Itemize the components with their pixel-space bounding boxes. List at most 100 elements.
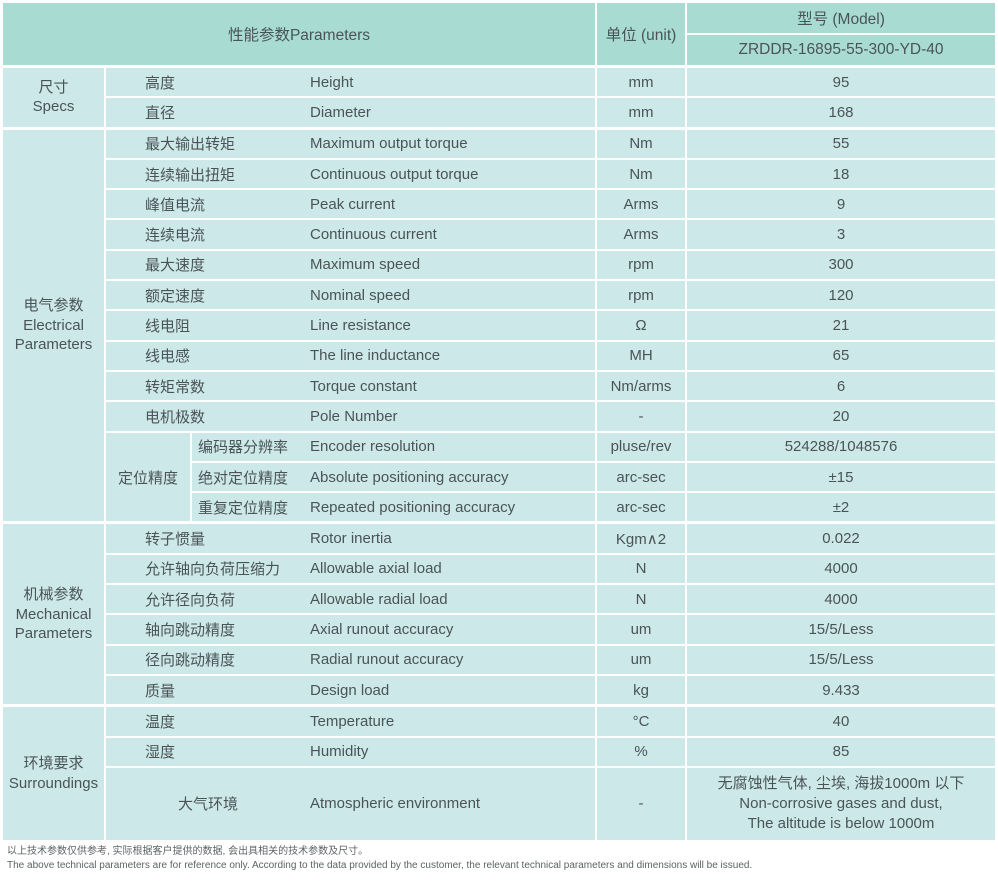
param-label-en: Line resistance [310,317,411,335]
table-row: 编码器分辨率 Encoder resolution pluse/rev 52428… [192,432,995,461]
param-label-en: Nominal speed [310,286,411,304]
unit-cell: um [597,645,685,674]
param-label-cn: 质量 [145,682,176,700]
param-cell: 峰值电流 Peak current [106,190,595,219]
param-label-en: Maximum speed [310,256,421,274]
unit-cell: arc-sec [597,493,685,522]
param-label-en: Allowable axial load [310,560,442,578]
table-row: 绝对定位精度 Absolute positioning accuracy arc-… [192,462,995,492]
param-label-cn: 轴向跳动精度 [145,621,236,639]
unit-cell: um [597,615,685,644]
value-cell: 168 [687,98,995,127]
param-cell: 转矩常数 Torque constant [106,371,595,401]
unit-cell: Ω [597,311,685,340]
section-label-cn: 机械参数 [23,586,84,604]
table-row: 线电感 The line inductance MH 65 [106,341,995,370]
table-row: 直径 Diameter mm 168 [106,98,995,127]
section-mechanical: 机械参数 Mechanical Parameters 转子惯量 Rotor ine… [3,524,995,705]
value-line-cn: 无腐蚀性气体, 尘埃, 海拔1000m 以下 [717,775,965,793]
unit-cell: - [597,402,685,431]
value-cell: 9.433 [687,675,995,705]
value-cell: 300 [687,250,995,280]
subgroup-label: 定位精度 [117,469,178,487]
section-label-en: Mechanical [15,605,92,623]
section-specs: 尺寸 Specs 高度 Height mm 95 直径 Diameter mm 16… [3,68,995,127]
value-cell: 85 [687,737,995,766]
unit-cell: mm [597,98,685,127]
model-header-label: 型号 (Model) [797,11,885,28]
param-label-en: Axial runout accuracy [310,620,454,638]
param-label-cn: 转矩常数 [145,378,206,396]
unit-cell: Nm/arms [597,371,685,401]
section-surroundings: 环境要求 Surroundings 温度 Temperature °C 40 湿度… [3,707,995,840]
section-mechanical-rows: 转子惯量 Rotor inertia Kgm∧2 0.022 允许轴向负荷压缩力 A… [106,524,995,705]
unit-cell: N [597,585,685,614]
section-surroundings-rows: 温度 Temperature °C 40 湿度 Humidity % 85 大气环境… [106,707,995,840]
param-label-en: Peak current [310,195,396,213]
section-label-en2: Parameters [14,625,93,643]
param-label-en: Absolute positioning accuracy [310,468,509,486]
param-cell: 线电感 The line inductance [106,341,595,370]
table-row: 连续输出扭矩 Continuous output torque Nm 18 [106,159,995,189]
param-label-en: Encoder resolution [310,438,436,456]
param-label-en: Repeated positioning accuracy [310,498,516,516]
parameters-header-label: 性能参数Parameters [227,27,371,44]
footer-note-cn: 以上技术参数仅供参考, 实际根据客户提供的数据, 会出具相关的技术参数及尺寸。 [7,845,369,857]
model-value: ZRDDR-16895-55-300-YD-40 [738,41,944,58]
param-cell: 编码器分辨率 Encoder resolution [192,432,595,461]
unit-cell: Kgm∧2 [597,524,685,553]
param-cell: 额定速度 Nominal speed [106,281,595,310]
table-row: 额定速度 Nominal speed rpm 120 [106,281,995,310]
table-row: 最大输出转矩 Maximum output torque Nm 55 [106,129,995,158]
value-cell: 120 [687,281,995,310]
unit-cell: °C [597,707,685,736]
table-row: 径向跳动精度 Radial runout accuracy um 15/5/Les… [106,645,995,674]
table-row: 允许径向负荷 Allowable radial load N 4000 [106,585,995,614]
table-row: 高度 Height mm 95 [106,68,995,97]
param-label-cn: 连续电流 [145,227,206,245]
param-cell: 允许轴向负荷压缩力 Allowable axial load [106,554,595,584]
table-row: 温度 Temperature °C 40 [106,707,995,736]
param-label-cn: 线电阻 [145,318,191,336]
unit-cell: kg [597,675,685,705]
section-electrical-label-cell: 电气参数 Electrical Parameters [3,129,104,522]
value-cell: 55 [687,129,995,158]
table-row: 重复定位精度 Repeated positioning accuracy arc-… [192,493,995,522]
param-cell: 直径 Diameter [106,98,595,127]
param-cell: 湿度 Humidity [106,737,595,766]
section-electrical-rows: 最大输出转矩 Maximum output torque Nm 55 连续输出扭矩… [106,129,995,522]
param-label-cn: 允许径向负荷 [145,591,236,609]
param-label-en: Continuous current [310,226,437,244]
param-cell: 重复定位精度 Repeated positioning accuracy [192,493,595,522]
param-label-en: Height [310,73,354,91]
section-mechanical-label-cell: 机械参数 Mechanical Parameters [3,524,104,705]
unit-cell: rpm [597,281,685,310]
section-specs-label-cell: 尺寸 Specs [3,68,104,127]
param-label-en: Humidity [310,743,369,761]
section-label-cn: 尺寸 [38,78,69,96]
param-label-en: Rotor inertia [310,530,392,548]
param-label-cn: 电机极数 [145,408,206,426]
param-cell: 电机极数 Pole Number [106,402,595,431]
value-line-en2: The altitude is below 1000m [747,814,935,832]
param-label-cn: 编码器分辨率 [198,439,289,457]
value-cell: 4000 [687,585,995,614]
param-label-en: Allowable radial load [310,590,448,608]
value-cell: 无腐蚀性气体, 尘埃, 海拔1000m 以下 Non-corrosive gas… [687,767,995,840]
model-header-column: 型号 (Model) ZRDDR-16895-55-300-YD-40 [687,3,995,65]
table-row: 电机极数 Pole Number - 20 [106,402,995,431]
table-row: 转子惯量 Rotor inertia Kgm∧2 0.022 [106,524,995,553]
param-label-cn: 连续输出扭矩 [145,166,236,184]
value-cell: 20 [687,402,995,431]
unit-cell: mm [597,68,685,97]
param-label-cn: 最大输出转矩 [145,136,236,154]
value-cell: 0.022 [687,524,995,553]
param-cell: 线电阻 Line resistance [106,311,595,340]
spec-table: 性能参数Parameters 单位 (unit) 型号 (Model) ZRDD… [3,3,995,840]
param-label-cn: 转子惯量 [145,531,206,549]
section-label-en2: Parameters [14,336,93,354]
unit-cell: % [597,737,685,766]
value-cell: 95 [687,68,995,97]
atmospheric-row: 大气环境 Atmospheric environment - 无腐蚀性气体, 尘埃… [106,767,995,840]
value-line-en1: Non-corrosive gases and dust, [739,794,943,812]
